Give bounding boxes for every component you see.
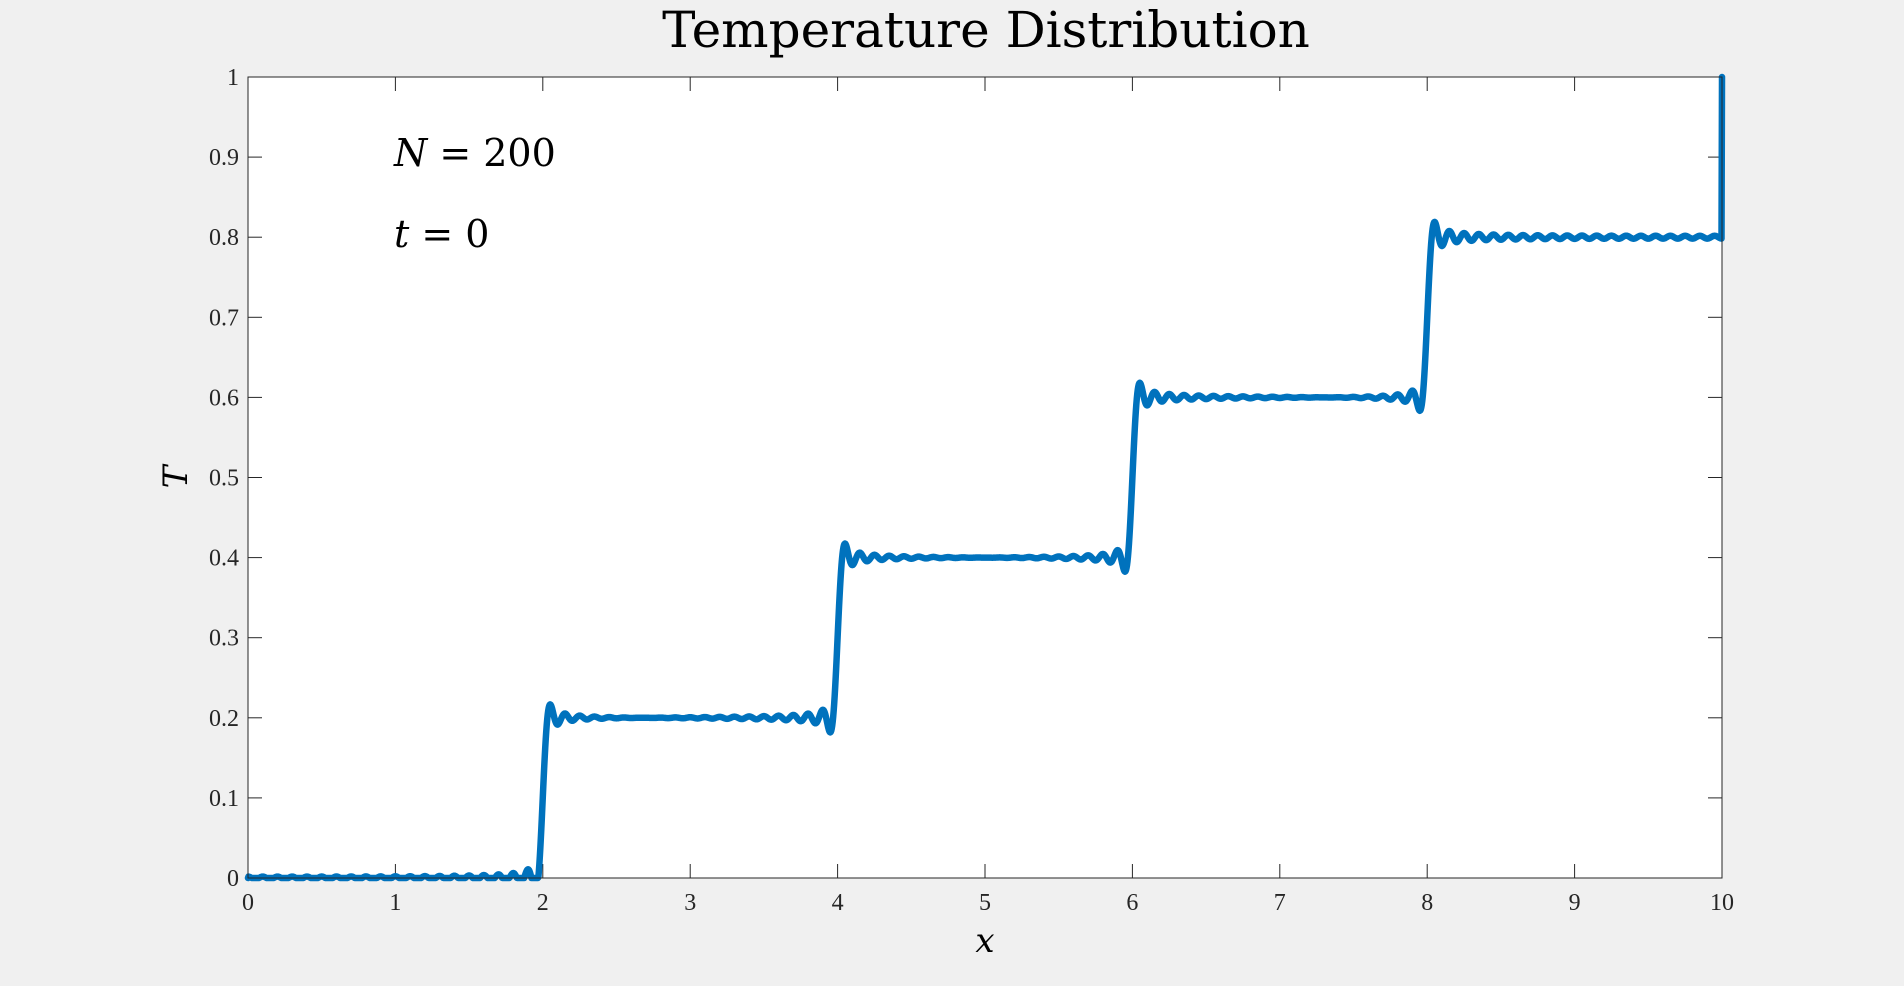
- x-tick-label: 5: [979, 890, 991, 916]
- y-tick-label: 0.4: [209, 546, 239, 572]
- y-tick-label: 0.8: [209, 225, 239, 251]
- annotation-n-equals: =: [427, 131, 483, 175]
- x-ticks: 0 1 2 3 4 5 6 7 8 9 10: [242, 77, 1734, 916]
- y-tick-label: 0.1: [209, 786, 239, 812]
- annotation-t-equals: =: [409, 212, 465, 256]
- annotation-n-value: 200: [483, 131, 556, 175]
- x-tick-label: 3: [684, 890, 696, 916]
- y-tick-label: 0.7: [209, 305, 239, 331]
- y-tick-label: 0.6: [209, 385, 239, 411]
- y-tick-label: 1: [227, 65, 239, 91]
- x-tick-label: 6: [1126, 890, 1138, 916]
- y-tick-label: 0.9: [209, 145, 239, 171]
- y-tick-label: 0.5: [209, 466, 239, 492]
- x-tick-label: 0: [242, 890, 254, 916]
- x-tick-label: 2: [537, 890, 549, 916]
- annotation-t: t = 0: [394, 212, 489, 256]
- plot-area: [248, 77, 1722, 878]
- x-tick-label: 4: [832, 890, 844, 916]
- x-tick-label: 1: [389, 890, 401, 916]
- chart-title: Temperature Distribution: [662, 1, 1310, 59]
- y-tick-label: 0.2: [209, 706, 239, 732]
- x-axis-label: x: [975, 921, 994, 961]
- y-axis-label: T: [156, 463, 196, 488]
- annotation-t-value: 0: [465, 212, 489, 256]
- y-ticks: 0 0.1 0.2 0.3 0.4 0.5 0.6 0.7 0.8 0.9 1: [209, 65, 1722, 892]
- x-tick-label: 7: [1274, 890, 1286, 916]
- x-tick-label: 10: [1710, 890, 1734, 916]
- x-tick-label: 8: [1421, 890, 1433, 916]
- y-tick-label: 0: [227, 866, 239, 892]
- x-tick-label: 9: [1569, 890, 1581, 916]
- annotation-t-var: t: [394, 212, 410, 256]
- y-tick-label: 0.3: [209, 626, 239, 652]
- annotation-n-var: N: [393, 131, 429, 175]
- plot-border: [247, 76, 1723, 879]
- annotation-n: N = 200: [393, 131, 556, 175]
